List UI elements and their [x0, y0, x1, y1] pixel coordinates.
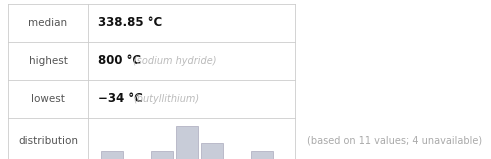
- Text: 338.85 °C: 338.85 °C: [98, 17, 162, 30]
- Bar: [201, 143, 223, 159]
- Text: highest: highest: [28, 56, 67, 66]
- Text: median: median: [28, 18, 68, 28]
- Text: (based on 11 values; 4 unavailable): (based on 11 values; 4 unavailable): [307, 135, 482, 145]
- Text: (sodium hydride): (sodium hydride): [133, 56, 217, 66]
- Text: 800 °C: 800 °C: [98, 55, 141, 68]
- Text: (butyllithium): (butyllithium): [133, 94, 199, 104]
- Bar: [176, 126, 198, 159]
- Bar: [152, 151, 173, 159]
- Bar: [251, 151, 273, 159]
- Text: distribution: distribution: [18, 135, 78, 145]
- Text: lowest: lowest: [31, 94, 65, 104]
- Text: −34 °C: −34 °C: [98, 93, 143, 106]
- Bar: [102, 151, 124, 159]
